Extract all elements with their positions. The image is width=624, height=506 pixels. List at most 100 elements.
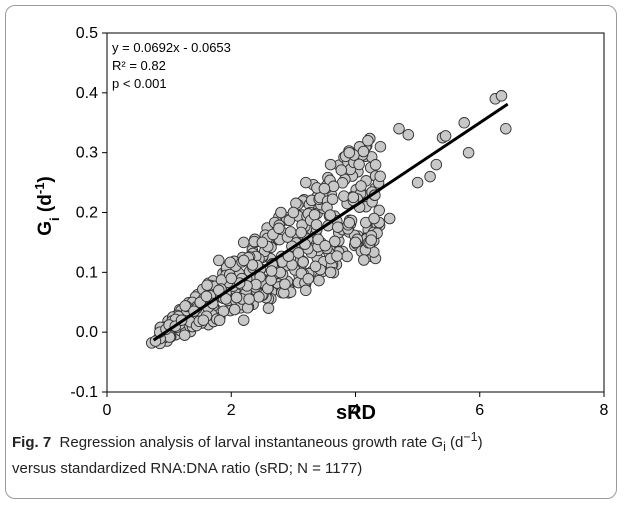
y-axis-label-exp: -1: [32, 183, 47, 195]
y-tick-label: 0.3: [76, 145, 98, 162]
x-tick-label: 0: [103, 402, 112, 419]
annotation-equation: y = 0.0692x - 0.0653: [112, 40, 231, 55]
data-point: [287, 206, 300, 219]
data-point: [302, 273, 315, 285]
x-tick-label: 6: [475, 402, 484, 419]
data-point: [347, 191, 360, 204]
data-point: [424, 170, 436, 183]
data-point: [275, 206, 287, 219]
figure-frame: [5, 5, 617, 499]
data-point: [335, 164, 348, 176]
data-point: [326, 193, 339, 205]
data-point: [309, 260, 322, 273]
y-tick-label: 0.5: [76, 25, 98, 42]
data-point: [313, 274, 325, 287]
annotation-r2: R² = 0.82: [112, 58, 166, 73]
data-point: [358, 254, 370, 266]
data-point: [228, 303, 241, 316]
data-point: [243, 293, 255, 305]
data-point: [411, 176, 424, 189]
y-tick-label: -0.1: [70, 384, 98, 401]
data-point: [329, 235, 341, 248]
data-point: [368, 212, 380, 225]
caption-sup: −1: [463, 430, 478, 444]
data-point: [353, 158, 365, 171]
data-point: [256, 236, 269, 249]
data-point: [213, 314, 226, 327]
data-point: [374, 140, 387, 153]
data-point: [500, 122, 512, 135]
caption-label: Fig. 7: [12, 434, 52, 451]
data-point: [341, 250, 353, 263]
data-point: [213, 254, 225, 267]
data-point: [237, 254, 250, 267]
y-axis-label-sub: i: [47, 217, 62, 221]
y-axis-label-close: ): [35, 176, 56, 182]
data-point: [246, 259, 259, 271]
data-point: [402, 128, 415, 141]
data-point: [495, 90, 508, 102]
caption-text-2: (d: [445, 434, 464, 451]
data-point: [201, 279, 213, 291]
x-axis-ticks: 0 2 4 6 8: [103, 392, 609, 419]
annotation-block: y = 0.0692x - 0.0653 R² = 0.82 p < 0.001: [112, 40, 231, 91]
caption-sub: i: [443, 440, 446, 454]
y-tick-label: 0.1: [76, 264, 98, 281]
data-point: [230, 291, 243, 304]
data-point: [439, 130, 452, 142]
y-tick-label: 0.0: [76, 324, 98, 341]
data-point: [179, 300, 191, 312]
data-point: [197, 314, 210, 326]
data-point: [253, 291, 265, 303]
data-point: [369, 159, 382, 171]
x-tick-label: 4: [351, 402, 360, 419]
data-point: [300, 176, 312, 189]
y-axis-label-main: G: [35, 221, 56, 236]
data-point: [200, 290, 213, 303]
data-point: [308, 209, 321, 221]
y-tick-label: 0.2: [76, 205, 98, 222]
y-axis-ticks: -0.1 0.0 0.1 0.2 0.3 0.4 0.5: [70, 25, 107, 401]
caption-text-4: versus standardized RNA:DNA ratio (sRD; …: [12, 460, 363, 477]
y-axis-label-unit: (d: [35, 194, 56, 217]
data-point: [237, 314, 250, 326]
caption-text-1: Regression analysis of larval instantane…: [59, 434, 444, 451]
data-point: [225, 272, 238, 285]
data-point: [178, 329, 191, 341]
data-point: [279, 278, 291, 290]
scatter-chart: 0 2 4 6 8 -0.1 0.0 0.1 0.2 0.3 0.4 0.5 y = 0.0692x…: [32, 25, 609, 424]
data-point: [319, 239, 331, 252]
data-point: [355, 180, 367, 192]
y-tick-label: 0.4: [76, 85, 98, 102]
y-axis-label: Gi (d-1): [32, 176, 62, 236]
data-point: [343, 146, 356, 159]
data-point: [357, 145, 370, 158]
data-point: [324, 209, 336, 221]
data-point: [393, 122, 405, 135]
annotation-p: p < 0.001: [112, 76, 167, 91]
data-point: [383, 212, 396, 225]
data-point: [365, 234, 377, 246]
data-point: [265, 265, 278, 277]
data-point: [224, 256, 236, 269]
data-point: [300, 284, 312, 297]
data-point: [318, 182, 331, 195]
data-point: [262, 302, 275, 314]
data-point: [332, 221, 344, 233]
x-tick-label: 2: [227, 402, 236, 419]
data-point: [458, 117, 470, 129]
data-point: [362, 134, 374, 147]
data-point: [273, 222, 285, 235]
data-point: [295, 226, 307, 239]
x-tick-label: 8: [600, 402, 609, 419]
data-point: [374, 170, 386, 183]
data-point: [338, 190, 350, 202]
data-point: [343, 216, 356, 229]
x-axis-label: sRD: [336, 402, 376, 424]
caption-text-3: ): [477, 434, 483, 451]
regression-line: [152, 102, 509, 342]
data-point: [349, 236, 362, 249]
data-point: [331, 250, 343, 262]
data-point: [284, 226, 297, 238]
data-point: [324, 266, 337, 279]
